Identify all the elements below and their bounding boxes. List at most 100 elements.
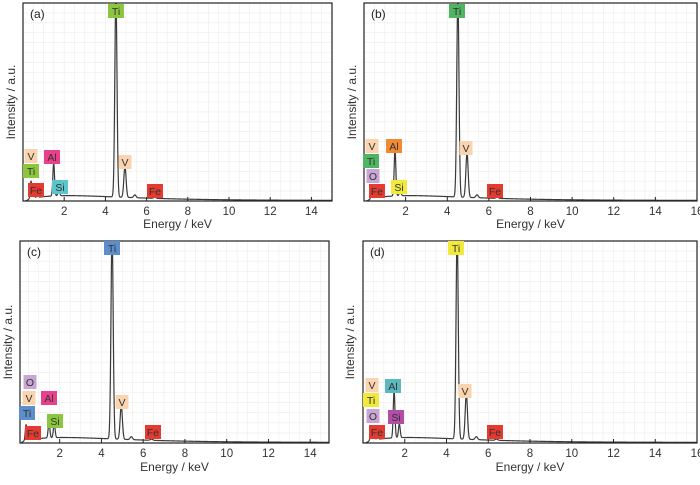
element-label-fe: Fe [369,425,385,439]
element-label-ti: Ti [104,241,120,255]
x-tick-label: 8 [527,206,533,218]
element-label-box [448,241,464,255]
y-axis-label: Intensity / a.u. [345,65,359,140]
element-label-box [458,384,472,398]
grid [362,241,697,443]
panel-label: (c) [27,245,41,259]
x-tick-label: 4 [98,448,105,460]
element-label-text: Ti [453,6,461,18]
element-label-text: Fe [489,427,501,439]
element-label-text: Ti [23,408,31,420]
element-label-ti: Ti [449,4,465,18]
x-axis-label: Energy / keV [140,460,209,474]
element-label-fe: Fe [487,425,503,439]
spectrum-panel: 2 4 6 8 10 12 14 16 Energy / keV Intensity / a.u.… [345,2,700,231]
x-tick-label: 10 [220,448,233,460]
element-label-box [115,395,129,409]
element-label-text: Ti [452,243,460,255]
spectrum-panel: 2 4 6 8 10 12 14 Energy / keV Intensity / a.u. (c… [1,240,330,474]
x-tick-label: 6 [143,206,149,218]
element-label-fe: Fe [25,426,41,440]
element-label-text: V [462,143,469,155]
element-label-ti: Ti [363,154,379,168]
element-label-text: O [26,377,34,389]
x-tick-label: 6 [485,448,491,460]
panel-label: (d) [370,245,385,259]
element-label-text: Si [55,182,64,194]
element-label-box [388,410,404,424]
element-label-text: V [27,151,34,163]
element-label-box [47,414,63,428]
x-tick-label: 12 [262,448,275,460]
element-label-text: Si [394,182,403,194]
grid [20,241,329,443]
element-label-v: V [22,391,36,405]
element-label-text: Fe [30,185,42,197]
element-label-text: Si [50,416,59,428]
x-axis-label: Energy / keV [143,217,212,231]
x-tick-label: 16 [691,206,700,218]
element-label-text: V [121,157,128,169]
element-label-si: Si [391,180,407,194]
element-label-ti: Ti [448,241,464,255]
element-label-v: V [459,141,473,155]
spectrum-panel: 2 4 6 8 10 12 14 16 Energy / keV Intensity / a.u.… [343,240,700,474]
y-axis-label: Intensity / a.u. [1,305,15,380]
element-label-box [459,141,473,155]
element-label-box [365,378,379,392]
x-tick-label: 12 [607,206,620,218]
panel-label: (b) [371,7,386,21]
spectrum-line [20,241,329,443]
x-tick-label: 6 [486,206,492,218]
element-label-text: Fe [371,427,383,439]
panel-label: (a) [30,7,45,21]
element-label-box [28,183,44,197]
element-label-box [52,180,68,194]
element-label-text: Ti [367,395,375,407]
element-label-box [385,379,401,393]
element-label-ti: Ti [108,4,124,18]
grid [22,3,332,201]
spectrum-panel: 2 4 6 8 10 12 14 Energy / keV Intensity / a.u. (a… [4,2,333,231]
element-label-ti: Ti [363,393,379,407]
x-tick-label: 8 [527,448,533,460]
x-tick-label: 4 [443,448,450,460]
x-axis-label: Energy / keV [496,217,565,231]
element-label-v: V [118,155,132,169]
plot-frame [19,240,330,444]
x-tick-label: 16 [691,448,700,460]
x-tick-label: 14 [304,448,317,460]
element-label-o: O [366,409,380,423]
element-label-box [23,375,37,389]
element-label-text: Fe [149,186,161,198]
element-label-v: V [24,149,38,163]
element-label-o: O [23,375,37,389]
element-label-box [363,154,379,168]
element-label-box [487,184,503,198]
element-label-box [487,425,503,439]
element-label-v: V [365,139,379,153]
element-label-box [22,391,36,405]
x-tick-label: 4 [444,206,451,218]
x-tick-label: 2 [61,206,67,218]
element-label-text: Al [389,141,398,153]
element-label-box [386,139,402,153]
x-tick-label: 2 [402,448,408,460]
element-label-si: Si [388,410,404,424]
element-label-box [365,139,379,153]
x-tick-label: 14 [649,206,662,218]
element-label-text: Al [388,381,397,393]
element-label-fe: Fe [145,425,161,439]
element-label-text: Ti [367,156,375,168]
element-label-fe: Fe [369,184,385,198]
spectrum-line [366,3,697,201]
grid [363,3,697,201]
element-label-box [147,184,163,198]
element-label-box [363,393,379,407]
element-label-box [24,149,38,163]
element-label-box [23,164,39,178]
element-label-text: Al [44,393,53,405]
element-label-fe: Fe [147,184,163,198]
element-label-text: Si [391,412,400,424]
element-label-al: Al [386,139,402,153]
